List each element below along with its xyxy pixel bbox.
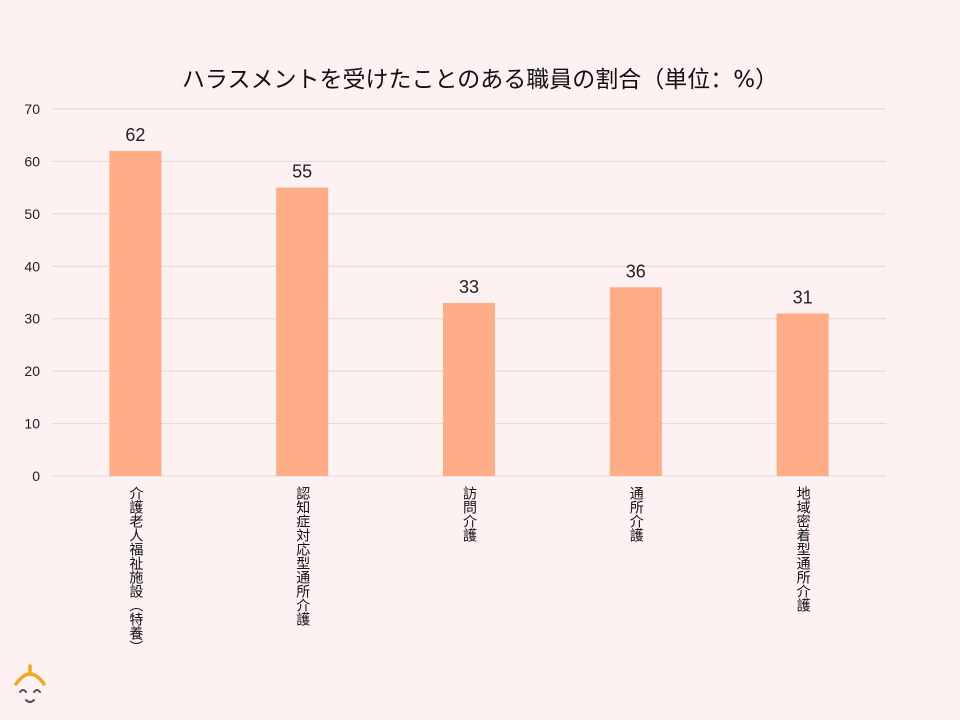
y-axis-ticks: 0 10 20 30 40 50 60 70 bbox=[24, 101, 40, 484]
bar bbox=[443, 302, 495, 476]
bars bbox=[109, 150, 829, 476]
x-tick-label: 通所介護 bbox=[627, 486, 644, 542]
y-tick-label: 20 bbox=[24, 363, 40, 379]
y-tick-label: 10 bbox=[24, 416, 40, 432]
y-tick-label: 0 bbox=[32, 468, 40, 484]
value-labels: 62 55 33 36 31 bbox=[125, 125, 812, 308]
value-label: 33 bbox=[459, 277, 479, 297]
bar bbox=[276, 187, 329, 476]
bar bbox=[109, 150, 162, 476]
chart-title: ハラスメントを受けたことのある職員の割合（単位：%） bbox=[181, 67, 779, 93]
value-label: 36 bbox=[626, 261, 646, 281]
y-tick-label: 70 bbox=[24, 101, 40, 117]
y-tick-label: 50 bbox=[24, 206, 40, 222]
value-label: 62 bbox=[125, 125, 145, 145]
y-tick-label: 60 bbox=[24, 153, 40, 169]
y-tick-label: 40 bbox=[24, 258, 40, 274]
bar bbox=[609, 287, 662, 476]
smiling-face-logo-icon bbox=[14, 664, 46, 703]
y-tick-label: 30 bbox=[24, 311, 40, 327]
x-tick-label: 認知症対応型通所介護 bbox=[294, 486, 311, 626]
bar bbox=[776, 313, 829, 476]
value-label: 31 bbox=[793, 287, 813, 307]
value-label: 55 bbox=[292, 162, 312, 182]
x-tick-label: 訪問介護 bbox=[461, 486, 477, 542]
x-tick-label: 介護老人福祉施設（特養） bbox=[127, 486, 144, 654]
x-tick-label: 地域密着型通所介護 bbox=[794, 486, 811, 612]
